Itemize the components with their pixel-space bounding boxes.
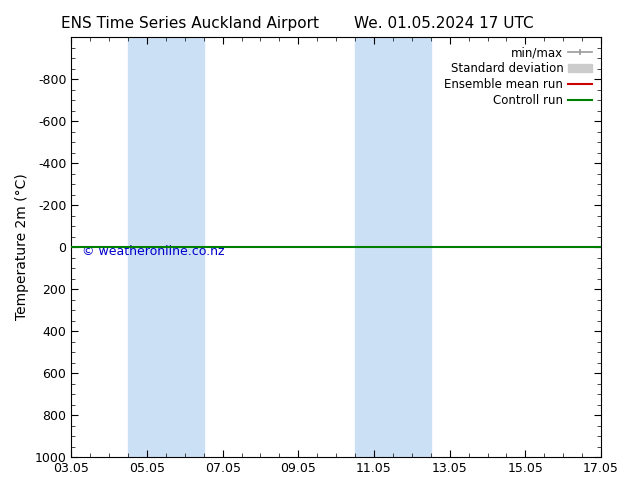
Legend: min/max, Standard deviation, Ensemble mean run, Controll run: min/max, Standard deviation, Ensemble me… xyxy=(441,43,595,111)
Text: ENS Time Series Auckland Airport: ENS Time Series Auckland Airport xyxy=(61,16,319,31)
Text: © weatheronline.co.nz: © weatheronline.co.nz xyxy=(82,245,224,258)
Text: We. 01.05.2024 17 UTC: We. 01.05.2024 17 UTC xyxy=(354,16,534,31)
Bar xyxy=(355,37,430,457)
Bar xyxy=(128,37,204,457)
Y-axis label: Temperature 2m (°C): Temperature 2m (°C) xyxy=(15,174,29,320)
